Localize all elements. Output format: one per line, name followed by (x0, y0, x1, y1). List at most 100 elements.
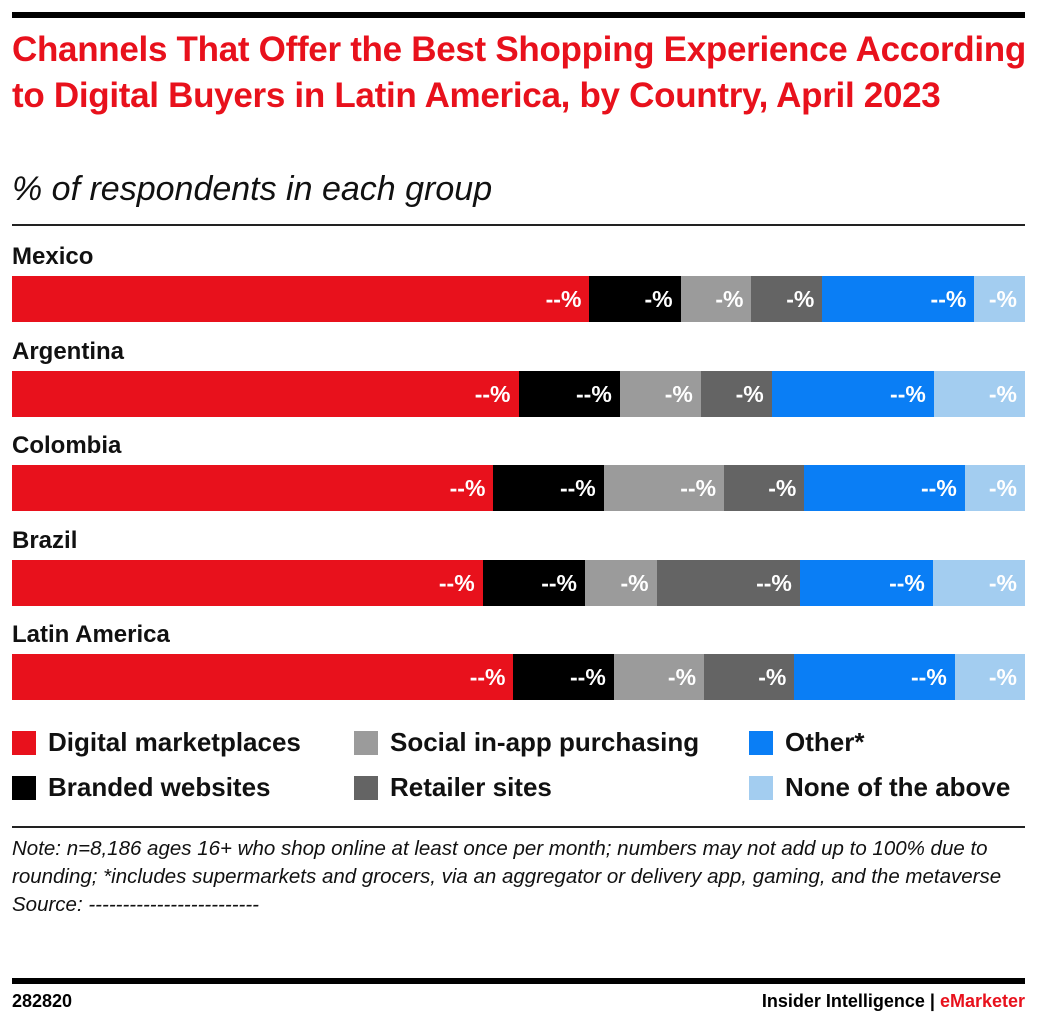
data-label: -% (664, 380, 693, 407)
stacked-bar: --% --% -% -% --% -% (12, 370, 1025, 417)
stacked-bar: --% --% --% -% --% -% (12, 465, 1025, 511)
chart-title: Channels That Offer the Best Shopping Ex… (12, 30, 1026, 115)
data-label: -% (644, 286, 673, 312)
bar-segment: --% (12, 276, 590, 322)
stacked-bar: --% --% -% -% --% -% (12, 654, 1025, 700)
bar-segment: -% (619, 370, 701, 417)
data-label: --% (756, 569, 792, 596)
legend-item: Retailer sites (354, 772, 552, 803)
data-label: -% (786, 286, 815, 312)
bar-segment: --% (656, 559, 800, 606)
stacked-bar: --% --% -% --% --% -% (12, 559, 1025, 606)
bottom-rule (12, 978, 1025, 984)
top-rule (12, 12, 1025, 18)
category-label: Argentina (12, 337, 125, 365)
data-label: --% (438, 569, 475, 596)
legend-label: None of the above (785, 772, 1011, 802)
bar-segment: -% (613, 654, 705, 700)
data-label: --% (890, 380, 926, 407)
legend-item: None of the above (749, 772, 1010, 803)
data-label: --% (576, 380, 612, 407)
data-label: -% (988, 380, 1017, 407)
bar-segment: -% (680, 276, 752, 322)
data-label: --% (541, 569, 577, 596)
data-label: --% (921, 475, 957, 501)
data-label: -% (988, 286, 1017, 312)
chart-id: 282820 (12, 991, 73, 1011)
stacked-bar: --% -% -% -% --% -% (12, 276, 1025, 322)
legend-item: Social in-app purchasing (354, 727, 699, 758)
legend-swatch (354, 775, 378, 800)
bar-segment: -% (584, 559, 657, 606)
data-label: -% (988, 664, 1017, 690)
bar-segment: --% (799, 559, 933, 606)
note-text: Note: n=8,186 ages 16+ who shop online a… (12, 837, 1002, 888)
bar-segment: -% (964, 465, 1025, 511)
bar-segment: -% (932, 559, 1025, 606)
data-label: --% (469, 664, 506, 690)
legend-label: Branded websites (48, 772, 271, 802)
bar-segment: --% (603, 465, 725, 511)
legend-label: Other* (785, 727, 865, 757)
brand-emarketer: eMarketer (939, 991, 1025, 1011)
legend-swatch (12, 730, 36, 755)
bar-segment: --% (804, 465, 965, 511)
data-label: --% (570, 664, 606, 690)
data-label: --% (545, 286, 582, 312)
data-label: -% (988, 569, 1017, 596)
bar-segment: --% (12, 465, 494, 511)
source-text: Source: ------------------------- (12, 893, 260, 916)
data-label: -% (988, 475, 1017, 501)
data-label: --% (911, 664, 947, 690)
legend-label: Social in-app purchasing (390, 727, 700, 757)
legend-label: Digital marketplaces (48, 727, 301, 757)
data-label: -% (620, 569, 649, 596)
data-label: --% (930, 286, 967, 312)
data-label: -% (768, 475, 797, 501)
legend-label: Retailer sites (390, 772, 552, 802)
data-label: --% (474, 380, 511, 407)
bar-segment: --% (493, 465, 604, 511)
bar-segment: -% (751, 276, 823, 322)
data-label: -% (715, 286, 744, 312)
data-label: -% (735, 380, 764, 407)
category-label: Mexico (12, 243, 94, 270)
data-label: -% (667, 664, 697, 690)
data-label: -% (758, 664, 787, 690)
bar-segment: --% (518, 370, 620, 417)
category-label: Colombia (12, 432, 122, 459)
bar-segment: -% (933, 370, 1025, 417)
brand: Insider Intelligence | eMarketer (762, 991, 1025, 1012)
bar-segment: --% (513, 654, 614, 700)
legend-swatch (749, 775, 773, 800)
bar-segment: -% (700, 370, 772, 417)
brand-insider: Insider Intelligence (761, 991, 925, 1011)
legend-item: Digital marketplaces (12, 727, 301, 758)
legend-swatch (749, 730, 773, 755)
legend-item: Branded websites (12, 772, 271, 803)
bar-segment: --% (822, 276, 975, 322)
bar-segment: -% (589, 276, 681, 322)
bar-segment: --% (771, 370, 934, 417)
data-label: --% (680, 475, 717, 501)
data-label: --% (889, 569, 925, 596)
bar-segment: --% (482, 559, 585, 606)
bar-segment: -% (704, 654, 795, 700)
divider (12, 224, 1025, 226)
bar-segment: -% (954, 654, 1025, 700)
brand-separator: | (924, 991, 940, 1011)
bar-segment: --% (794, 654, 955, 700)
divider (12, 826, 1025, 828)
legend-swatch (354, 730, 378, 755)
legend-item: Other* (749, 727, 864, 758)
data-label: --% (559, 475, 596, 501)
category-label: Latin America (12, 621, 170, 648)
bar-segment: --% (12, 370, 519, 417)
data-label: --% (449, 475, 486, 501)
note-block: Note: n=8,186 ages 16+ who shop online a… (12, 835, 1027, 919)
bar-segment: --% (12, 559, 483, 606)
chart-subtitle: % of respondents in each group (12, 170, 493, 208)
bar-segment: -% (724, 465, 805, 511)
category-label: Brazil (12, 526, 78, 554)
bar-segment: -% (974, 276, 1025, 322)
